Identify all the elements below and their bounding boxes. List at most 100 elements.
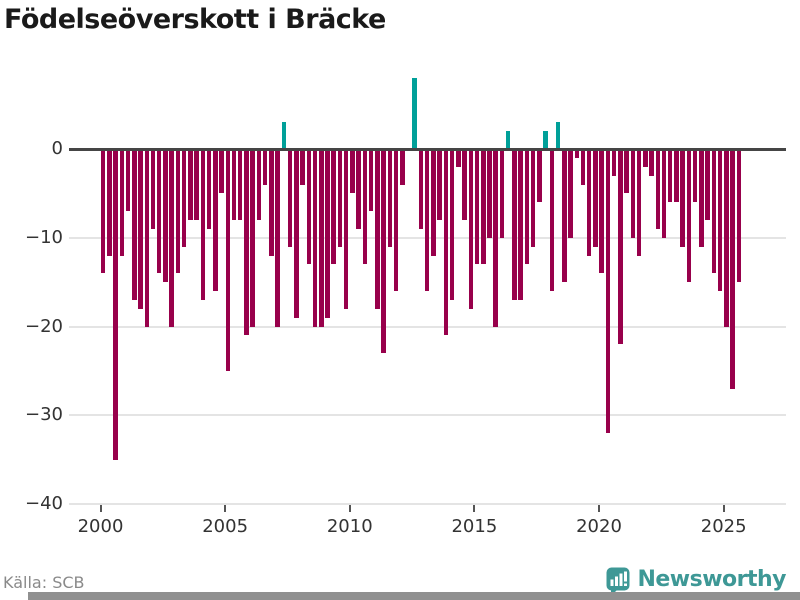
x-axis-tick-2020 xyxy=(598,505,601,512)
bar-2021-q4 xyxy=(643,149,648,167)
bar-2005-q2 xyxy=(231,149,237,221)
bar-2012-q1 xyxy=(400,149,405,185)
chart-title: Födelseöverskott i Bräcke xyxy=(4,4,386,35)
bar-2024-q2 xyxy=(705,149,710,221)
bar-2000-q3 xyxy=(113,149,118,460)
bar-2008-q4 xyxy=(319,149,324,327)
bar-2023-q2 xyxy=(680,149,685,247)
x-axis-label-2015: 2015 xyxy=(451,516,498,537)
bar-2003-q4 xyxy=(194,149,199,221)
bar-2009-q2 xyxy=(331,149,336,265)
bar-2005-q4 xyxy=(244,149,249,336)
y-axis-label--20: −20 xyxy=(25,315,63,337)
y-axis-label--10: −10 xyxy=(25,226,63,248)
bar-2013-q3 xyxy=(437,149,442,221)
x-axis-label-2000: 2000 xyxy=(77,516,124,537)
bar-2024-q1 xyxy=(699,149,704,247)
bar-2009-q1 xyxy=(325,149,330,318)
bottom-strip xyxy=(28,592,800,600)
bar-2014-q1 xyxy=(449,149,455,300)
bar-2025-q1 xyxy=(724,149,729,327)
bar-2006-q4 xyxy=(269,149,274,256)
zero-baseline xyxy=(69,147,786,151)
bar-2017-q4 xyxy=(543,131,548,149)
bar-2005-q3 xyxy=(237,149,243,221)
bar-2025-q2 xyxy=(730,149,735,389)
x-axis-tick-2025 xyxy=(722,505,725,512)
bar-2014-q2 xyxy=(456,149,461,167)
bar-2004-q4 xyxy=(219,149,224,194)
bar-2003-q3 xyxy=(188,149,193,221)
bar-2000-q2 xyxy=(107,149,112,256)
x-axis-tick-2000 xyxy=(99,505,102,512)
bar-2008-q2 xyxy=(306,149,312,265)
bar-2020-q2 xyxy=(605,149,611,434)
bar-2012-q4 xyxy=(418,149,424,229)
bar-2006-q1 xyxy=(250,149,255,327)
bar-2022-q2 xyxy=(655,149,660,229)
bar-2016-q3 xyxy=(512,149,517,300)
x-axis-tick-2005 xyxy=(224,505,227,512)
bar-2004-q2 xyxy=(206,149,212,229)
bar-2019-q2 xyxy=(580,149,586,185)
bar-2022-q4 xyxy=(667,149,673,203)
bar-2002-q2 xyxy=(156,149,162,274)
bar-2020-q3 xyxy=(611,149,617,176)
bar-2003-q1 xyxy=(175,149,181,274)
x-axis-tick-2015 xyxy=(473,505,476,512)
bar-2008-q3 xyxy=(312,149,318,327)
bar-2002-q4 xyxy=(169,149,174,327)
bar-2020-q1 xyxy=(599,149,604,274)
y-axis-label-0: 0 xyxy=(51,138,63,159)
bar-2014-q4 xyxy=(468,149,474,309)
bar-2020-q4 xyxy=(618,149,623,345)
bar-2021-q1 xyxy=(624,149,629,194)
bar-2010-q4 xyxy=(368,149,374,212)
gridline-y-30 xyxy=(69,414,786,417)
bar-2002-q1 xyxy=(150,149,156,229)
newsworthy-wordmark: Newsworthy xyxy=(637,567,786,592)
bar-2001-q4 xyxy=(144,149,150,327)
bar-2006-q3 xyxy=(262,149,268,185)
bar-2013-q1 xyxy=(424,149,430,292)
bar-2016-q1 xyxy=(499,149,505,238)
bar-2019-q3 xyxy=(586,149,592,256)
bar-2017-q2 xyxy=(530,149,536,247)
bar-2017-q1 xyxy=(524,149,530,265)
bar-2023-q3 xyxy=(686,149,692,283)
plot-area: 0 −10 −20 −30 −40 2000 2005 2010 2015 2020 2025 xyxy=(25,77,786,537)
bar-2025-q3 xyxy=(736,149,742,283)
bar-2017-q3 xyxy=(537,149,542,203)
x-axis-label-2010: 2010 xyxy=(326,516,373,537)
bar-2000-q1 xyxy=(100,149,106,274)
newsworthy-logo[interactable]: Newsworthy xyxy=(606,567,786,597)
x-axis-label-2005: 2005 xyxy=(202,516,249,537)
bar-2001-q2 xyxy=(132,149,137,300)
y-axis-label--30: −30 xyxy=(25,404,63,426)
bar-2009-q4 xyxy=(343,149,349,309)
bar-2010-q3 xyxy=(362,149,368,265)
bar-2002-q3 xyxy=(163,149,168,283)
bar-2005-q1 xyxy=(225,149,231,371)
bar-2024-q3 xyxy=(711,149,717,274)
bar-2007-q4 xyxy=(294,149,299,318)
bar-2022-q3 xyxy=(661,149,667,238)
bar-2019-q1 xyxy=(574,149,579,158)
bar-2016-q2 xyxy=(505,131,511,149)
bar-2012-q3 xyxy=(412,77,417,149)
gridline-y-20 xyxy=(69,325,786,328)
x-axis-tick-2010 xyxy=(348,505,351,512)
bar-2007-q2 xyxy=(281,122,287,149)
bar-2024-q4 xyxy=(717,149,723,292)
bar-2013-q2 xyxy=(431,149,436,256)
bar-2021-q2 xyxy=(630,149,636,238)
bar-2011-q1 xyxy=(375,149,380,309)
bar-2011-q4 xyxy=(393,149,399,292)
bar-2007-q3 xyxy=(287,149,293,247)
bar-2023-q4 xyxy=(692,149,698,203)
bar-2001-q3 xyxy=(138,149,143,309)
bar-2013-q4 xyxy=(443,149,449,336)
x-axis-label-2025: 2025 xyxy=(700,516,747,537)
bar-2018-q2 xyxy=(555,122,561,149)
